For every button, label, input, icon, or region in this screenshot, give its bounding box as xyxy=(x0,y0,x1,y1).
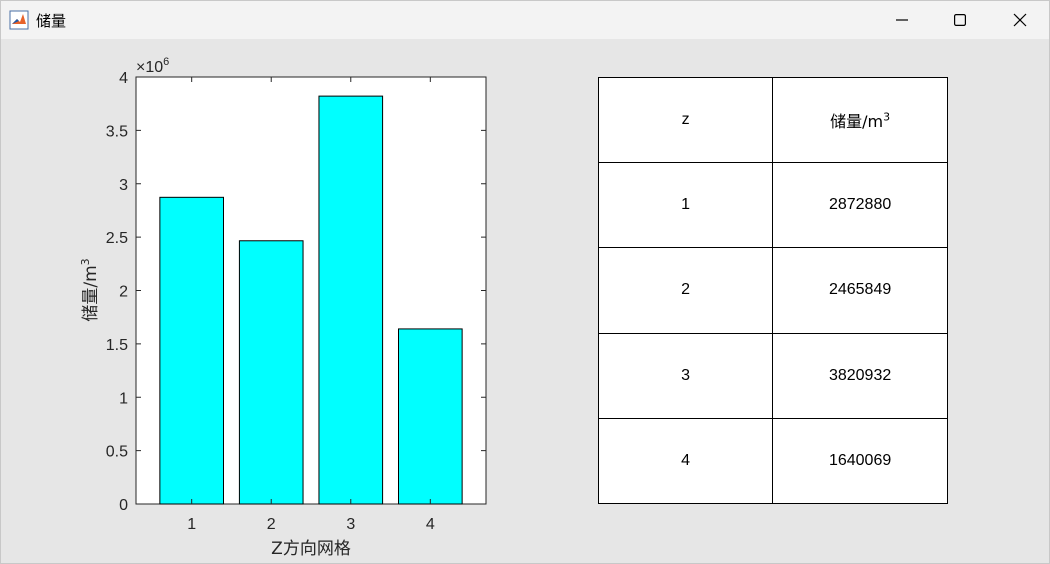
table-cell: 4 xyxy=(597,417,774,505)
bar-2 xyxy=(238,240,304,505)
y-tick-label: 2.5 xyxy=(106,230,128,247)
matlab-icon xyxy=(9,10,29,30)
table-cell: 1640069 xyxy=(772,417,948,505)
x-tick-label: 4 xyxy=(426,516,435,533)
x-axis-label: Z方向网格 xyxy=(271,539,351,559)
y-tick-label: 3 xyxy=(119,177,128,194)
y-exponent-label: ×106 xyxy=(136,56,169,76)
table-row: 1 2872880 xyxy=(597,162,948,249)
minimize-button[interactable] xyxy=(873,1,931,39)
x-tick-label: 2 xyxy=(267,516,276,533)
table-header-row: z 储量/m3 xyxy=(597,76,948,164)
y-tick-label: 1.5 xyxy=(106,337,128,354)
y-tick-label: 0 xyxy=(119,497,128,514)
table-cell: 2 xyxy=(597,247,774,334)
bar-chart: 0 0.5 1 1.5 2 2.5 3 3.5 4 1 2 3 4 ×106 Z方向网格 储量/m3 xyxy=(79,56,487,559)
table-cell: 2465849 xyxy=(772,247,948,334)
y-tick-label: 3.5 xyxy=(106,123,128,140)
bar-3 xyxy=(318,95,384,505)
title-bar: 储量 xyxy=(1,1,1049,39)
minimize-icon xyxy=(896,19,908,21)
y-tick-label: 2 xyxy=(119,284,128,301)
close-icon xyxy=(1013,13,1027,27)
table-header-cell: 储量/m3 xyxy=(772,76,948,164)
table-cell: 3 xyxy=(597,332,774,419)
table-cell: 3820932 xyxy=(772,332,948,419)
table-row: 3 3820932 xyxy=(597,332,948,419)
table-row: 4 1640069 xyxy=(597,417,948,505)
table-row: 2 2465849 xyxy=(597,247,948,334)
x-tick-label: 1 xyxy=(187,516,196,533)
close-button[interactable] xyxy=(991,1,1049,39)
x-tick-label: 3 xyxy=(346,516,355,533)
table-cell: 2872880 xyxy=(772,162,948,249)
bar-4 xyxy=(398,328,463,505)
maximize-button[interactable] xyxy=(931,1,989,39)
bar-1 xyxy=(159,196,224,505)
window-title: 储量 xyxy=(36,12,67,30)
table-cell: 1 xyxy=(597,162,774,249)
y-tick-label: 4 xyxy=(119,70,128,87)
y-tick-label: 1 xyxy=(119,390,128,407)
y-axis-label: 储量/m3 xyxy=(79,258,101,321)
maximize-icon xyxy=(954,14,966,26)
data-table: z 储量/m3 1 2872880 2 2465849 3 3820932 4 … xyxy=(597,76,948,505)
y-tick-label: 0.5 xyxy=(106,444,128,461)
table-header-cell: z xyxy=(597,76,774,164)
